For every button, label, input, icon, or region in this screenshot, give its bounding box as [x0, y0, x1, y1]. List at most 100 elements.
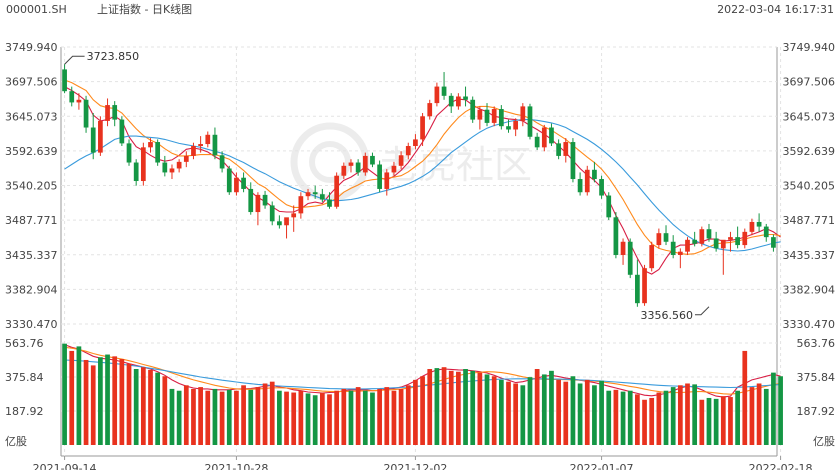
- volume-bar: [155, 372, 161, 445]
- candle-body: [685, 239, 690, 252]
- candle-body: [241, 177, 246, 189]
- candle-body: [656, 233, 662, 246]
- volume-bar: [341, 388, 347, 445]
- candle-body: [76, 99, 82, 103]
- volume-bar: [584, 379, 590, 445]
- volume-bar: [370, 392, 375, 445]
- volume-bar: [427, 369, 433, 445]
- candle-body: [699, 229, 705, 244]
- price-tick-label-left: 3645.073: [5, 110, 58, 123]
- candle-body: [334, 175, 340, 207]
- volume-bar: [69, 350, 75, 445]
- candle-body: [298, 196, 304, 214]
- volume-bar: [105, 354, 110, 445]
- candle-body: [176, 161, 182, 169]
- candle-body: [720, 239, 726, 249]
- volume-bar: [606, 390, 612, 445]
- candle-body: [133, 162, 139, 182]
- price-tick-label-left: 3540.205: [5, 180, 58, 193]
- volume-bar: [90, 365, 96, 445]
- candle-body: [520, 106, 526, 121]
- candle-body: [477, 109, 483, 120]
- candle-body: [312, 192, 318, 195]
- volume-bar: [126, 363, 132, 445]
- candle-body: [69, 91, 75, 103]
- volume-bar: [226, 389, 232, 445]
- volume-bar: [692, 384, 698, 445]
- candle-body: [148, 142, 153, 148]
- candle-body: [620, 241, 626, 255]
- volume-bar: [76, 346, 82, 445]
- volume-bar: [491, 376, 497, 445]
- volume-bar: [477, 372, 483, 445]
- volume-bar: [377, 388, 382, 445]
- price-tick-label-right: 3645.073: [783, 110, 836, 123]
- volume-bar: [670, 387, 676, 445]
- candle-body: [642, 268, 647, 304]
- datetime-label: 2022-03-04 16:17:31: [717, 3, 834, 16]
- volume-bar: [277, 390, 282, 445]
- volume-bar: [484, 374, 490, 445]
- volume-bar: [470, 370, 476, 445]
- volume-bar: [613, 389, 619, 445]
- candle-body: [756, 221, 762, 227]
- volume-bar: [405, 385, 411, 445]
- candle-body: [341, 165, 347, 176]
- volume-bar: [720, 396, 726, 445]
- price-tick-label-right: 3330.470: [783, 318, 836, 331]
- candle-body: [248, 188, 254, 213]
- candle-body: [219, 155, 225, 169]
- price-tick-label-right: 3540.205: [783, 180, 836, 193]
- volume-bar: [212, 388, 218, 445]
- volume-bar: [219, 391, 225, 445]
- volume-bar: [563, 381, 569, 445]
- price-tick-label-left: 3435.337: [5, 249, 58, 262]
- candle-body: [649, 245, 655, 269]
- candle-body: [577, 179, 583, 193]
- volume-bar: [148, 369, 153, 445]
- candle-body: [112, 105, 118, 120]
- candle-body: [183, 155, 189, 162]
- candle-body: [749, 221, 755, 232]
- volume-bar: [284, 391, 289, 445]
- price-tick-label-left: 3592.639: [5, 145, 58, 158]
- candle-body: [119, 119, 125, 144]
- candle-body: [126, 143, 132, 163]
- volume-bar: [198, 387, 203, 445]
- candle-body: [140, 147, 146, 182]
- candle-body: [599, 179, 604, 196]
- volume-bar: [334, 390, 340, 445]
- candle-body: [506, 126, 511, 130]
- candle-body: [162, 162, 168, 173]
- volume-bar: [169, 388, 175, 445]
- volume-bar: [763, 388, 769, 445]
- volume-bar: [62, 343, 67, 445]
- volume-bar: [556, 379, 561, 445]
- volume-bar: [506, 381, 511, 445]
- volume-bar: [656, 392, 662, 445]
- volume-bar: [627, 390, 633, 445]
- volume-bar: [756, 383, 762, 445]
- volume-bar: [83, 359, 89, 445]
- volume-unit-left: 亿股: [5, 435, 27, 448]
- price-tick-label-right: 3435.337: [783, 249, 836, 262]
- candle-body: [291, 213, 297, 218]
- price-tick-label-right: 3487.771: [783, 214, 836, 227]
- candle-body: [348, 162, 354, 166]
- volume-bar: [162, 376, 168, 445]
- date-tick-label: 2021-09-14: [33, 462, 97, 470]
- candle-body: [771, 237, 776, 248]
- volume-bar: [205, 390, 211, 445]
- candle-body: [234, 177, 239, 193]
- high-annotation-leader: [64, 55, 85, 65]
- volume-bar: [677, 385, 683, 445]
- candle-body: [362, 155, 368, 173]
- candle-body: [549, 127, 554, 144]
- candle-body: [448, 95, 454, 107]
- candle-body: [513, 120, 519, 130]
- volume-bar: [520, 385, 526, 445]
- volume-bar: [241, 385, 246, 445]
- candle-body: [742, 231, 748, 246]
- volume-bar: [620, 391, 626, 445]
- candle-body: [212, 134, 218, 156]
